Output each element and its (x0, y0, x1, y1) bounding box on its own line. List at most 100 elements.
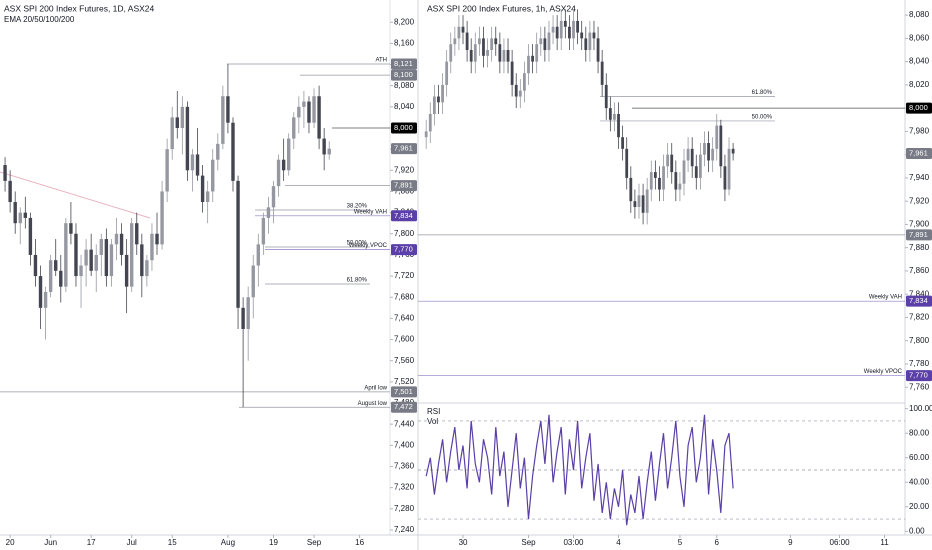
y-tick-label: 60.00 (909, 453, 930, 462)
price-badge (391, 69, 417, 81)
candle-body (674, 172, 678, 190)
candle-body (518, 90, 522, 97)
candle-body (155, 233, 159, 245)
price-badge-label: 7,891 (909, 230, 928, 239)
candle-body (287, 138, 291, 171)
candle-body (428, 113, 432, 132)
y-tick-label: 7,360 (394, 462, 415, 471)
candle-body (531, 55, 534, 62)
y-tick-label: 7,780 (909, 359, 930, 368)
candle-body (38, 276, 43, 308)
candle-body (588, 32, 592, 50)
candle-body (74, 233, 78, 277)
candle-body (322, 138, 326, 155)
indicator-label: EMA 20/50/100/200 (4, 15, 75, 24)
candle-body (572, 20, 575, 39)
candle-body (653, 172, 657, 178)
candle-body (327, 148, 331, 155)
candle-body (33, 254, 38, 277)
candle-body (543, 38, 547, 50)
candle-body (482, 38, 485, 56)
candle-body (246, 297, 250, 329)
price-badge-label: 7,770 (909, 371, 928, 380)
chart-title: ASX SPI 200 Index Futures, 1D, ASX24 (4, 3, 155, 13)
level-label: Weekly VAH (869, 295, 902, 301)
y-tick-label: 8,080 (394, 81, 415, 90)
y-tick-label: 7,640 (394, 314, 415, 323)
candle-body (170, 117, 174, 150)
candle-body (297, 106, 301, 118)
candle-body (539, 38, 543, 45)
x-tick-label: 17 (87, 538, 96, 547)
candle-body (670, 154, 674, 173)
candle-body (658, 177, 661, 190)
candle-body (715, 125, 719, 149)
y-tick-label: 0.00 (909, 526, 925, 535)
candle-body (490, 38, 494, 50)
candle-body (445, 61, 449, 85)
candle-body (114, 233, 119, 245)
price-badge (906, 229, 932, 241)
y-tick-label: 7,800 (909, 336, 930, 345)
candle-body (678, 183, 682, 190)
candle-body (559, 20, 563, 39)
price-badge (906, 295, 932, 307)
price-badge (391, 244, 417, 256)
candle-body (449, 44, 453, 62)
candle-body (119, 233, 124, 255)
candle-body (592, 32, 596, 39)
level-label: 50.00% (347, 241, 368, 247)
candle-body (317, 96, 321, 139)
y-tick-label: 7,280 (394, 504, 415, 513)
candle-body (703, 143, 706, 155)
price-badge-label: 8,000 (909, 103, 928, 112)
candle-body (469, 50, 473, 62)
candle-body (731, 148, 735, 154)
level-label: August low (358, 401, 388, 407)
candle-body (190, 154, 195, 171)
candle-body (465, 32, 469, 50)
x-tick-label: 19 (269, 538, 278, 547)
level-label: 61.80% (347, 278, 368, 284)
candle-body (64, 223, 68, 287)
candle-body (104, 239, 109, 277)
level-label: 61.80% (752, 90, 773, 96)
candle-body (307, 101, 311, 123)
x-tick-label: 9 (788, 538, 793, 547)
candle-body (617, 113, 620, 138)
price-badge (391, 401, 417, 413)
x-tick-label: 5 (678, 538, 683, 547)
y-tick-label: 7,940 (909, 173, 930, 182)
level-label: ATH (375, 58, 387, 64)
candle-body (276, 159, 281, 187)
candle-body (694, 166, 698, 178)
price-badge (391, 180, 417, 192)
x-tick-label: 30 (459, 538, 468, 547)
indicator-label: Vol (427, 417, 438, 426)
candle-body (649, 172, 653, 190)
candle-body (514, 84, 518, 97)
candle-body (236, 180, 240, 308)
candle-body (89, 249, 93, 271)
y-tick-label: 8,160 (394, 38, 415, 47)
candle-body (510, 61, 514, 85)
price-badge-label: 7,834 (394, 211, 413, 220)
x-tick-label: 4 (616, 538, 621, 547)
candle-body (302, 101, 306, 107)
y-tick-label: 8,040 (394, 102, 415, 111)
y-tick-label: 7,440 (394, 419, 415, 428)
price-badge-label: 8,100 (394, 70, 413, 79)
candle-body (584, 38, 588, 50)
price-badge-label: 7,961 (909, 148, 928, 157)
y-tick-label: 100.00 (909, 404, 932, 413)
y-tick-label: 40.00 (909, 477, 930, 486)
candle-body (211, 159, 215, 192)
level-label: 38.20% (347, 204, 368, 210)
level-label: Weekly VPOC (349, 243, 388, 249)
candle-body (613, 113, 616, 120)
candle-body (608, 108, 612, 120)
candle-body (625, 148, 629, 178)
candle-body (486, 50, 489, 56)
candle-body (494, 38, 498, 45)
